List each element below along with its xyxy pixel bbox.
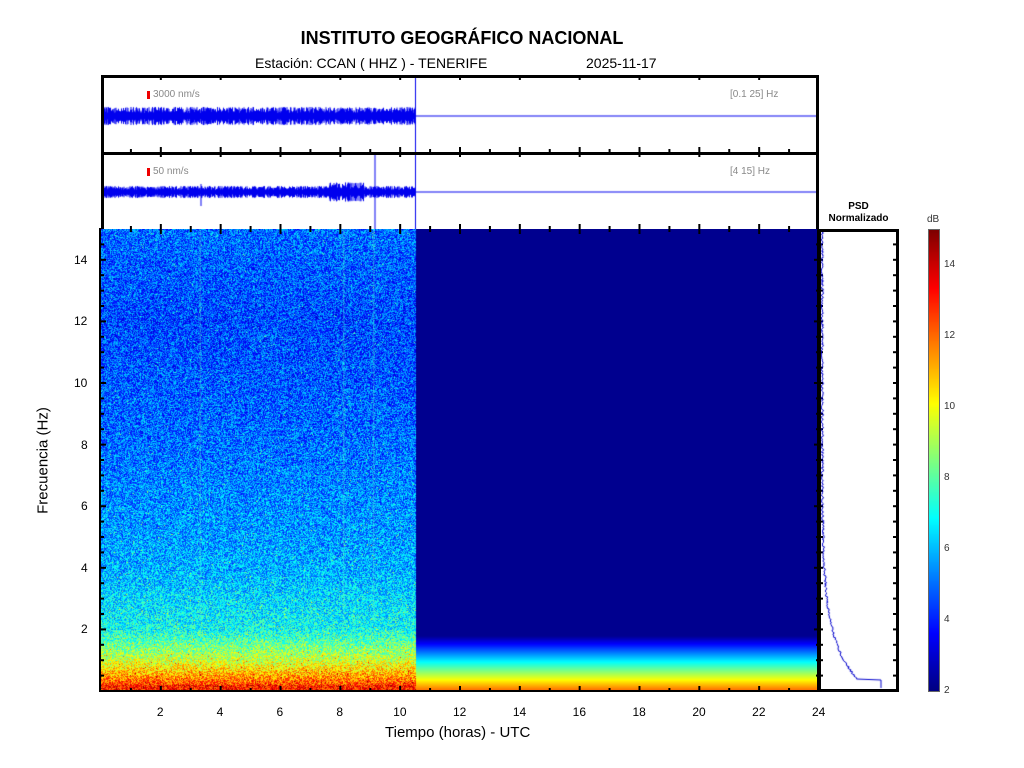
y-axis-label: Frecuencia (Hz) — [34, 407, 52, 514]
psd-title: PSD Normalizado — [820, 201, 897, 225]
station-label: Estación: CCAN ( HHZ ) - TENERIFE — [255, 55, 488, 71]
psd-curve — [821, 232, 896, 689]
page-title: INSTITUTO GEOGRÁFICO NACIONAL — [300, 28, 624, 48]
psd-title-line1: PSD — [848, 201, 869, 212]
colorbar-tick-label: 6 — [944, 543, 950, 555]
x-tick-label: 18 — [632, 705, 646, 719]
colorbar-tick-label: 8 — [944, 472, 950, 484]
colorbar — [928, 229, 940, 692]
seismic-trace-broadband — [104, 78, 816, 152]
x-tick-label: 14 — [512, 705, 527, 719]
y-tick-label: 4 — [81, 560, 88, 575]
trace-band-label: [4 15] Hz — [730, 166, 771, 177]
x-tick-label: 24 — [812, 705, 826, 719]
trace-band-label: [0.1 25] Hz — [730, 89, 779, 100]
psd-title-line2: Normalizado — [828, 213, 889, 224]
y-tick-label: 6 — [81, 499, 88, 514]
colorbar-tick-label: 14 — [944, 259, 956, 271]
x-tick-label: 10 — [393, 705, 407, 719]
seismic-trace-filtered — [104, 155, 816, 229]
y-tick-label: 2 — [81, 622, 88, 637]
scale-marker-icon — [147, 91, 150, 99]
x-tick-label: 12 — [453, 705, 467, 719]
colorbar-tick-label: 10 — [944, 401, 956, 413]
x-axis-label: Tiempo (horas) - UTC — [385, 724, 531, 741]
scale-marker-icon — [147, 168, 150, 176]
y-tick-label: 8 — [81, 437, 88, 452]
trace-scale-label: 50 nm/s — [153, 166, 189, 177]
y-tick-label: 10 — [74, 376, 88, 390]
spectrogram-heatmap — [101, 229, 819, 691]
y-tick-label: 12 — [74, 314, 88, 329]
x-tick-label: 22 — [752, 705, 766, 719]
colorbar-tick-label: 12 — [944, 330, 956, 342]
colorbar-label: dB — [927, 214, 940, 225]
y-tick-label: 14 — [74, 252, 88, 267]
date-label: 2025-11-17 — [586, 55, 657, 71]
x-tick-label: 6 — [276, 705, 284, 719]
colorbar-tick-label: 2 — [944, 685, 950, 696]
colorbar-tick-label: 4 — [944, 614, 950, 626]
psd-panel — [819, 229, 899, 692]
x-tick-label: 4 — [216, 705, 224, 719]
x-tick-label: 2 — [156, 705, 164, 719]
trace-scale-label: 3000 nm/s — [153, 89, 200, 100]
trace-panel-broadband: 3000 nm/s [0.1 25] Hz — [101, 75, 819, 155]
x-tick-label: 8 — [336, 705, 344, 719]
x-tick-label: 16 — [572, 705, 587, 719]
x-tick-label: 20 — [692, 705, 706, 719]
